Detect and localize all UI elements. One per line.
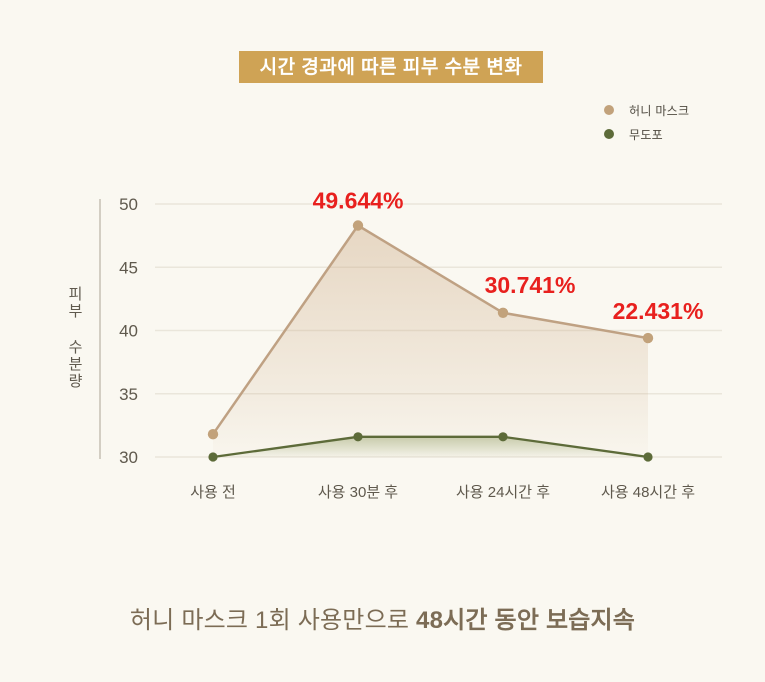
percent-label: 49.644% — [313, 188, 404, 214]
y-tick-label: 50 — [119, 195, 138, 214]
x-tick-label: 사용 48시간 후 — [601, 484, 695, 501]
plain-point — [498, 432, 508, 442]
percent-label: 22.431% — [613, 298, 704, 324]
chart-legend: 허니 마스크 무도포 — [604, 98, 689, 146]
y-axis-title: 피부 수분량 — [66, 286, 83, 390]
y-tick-label: 30 — [119, 448, 138, 467]
x-tick-label: 사용 30분 후 — [318, 484, 398, 501]
y-tick-label: 45 — [119, 258, 138, 277]
plain-area — [213, 436, 648, 457]
legend-label: 허니 마스크 — [629, 103, 690, 118]
legend-label: 무도포 — [629, 127, 664, 142]
honey-line — [211, 224, 649, 435]
percent-label: 30.741% — [485, 272, 576, 298]
honey-point — [207, 429, 219, 440]
plain-point — [208, 452, 218, 462]
honey-point — [352, 220, 364, 231]
plain-point — [643, 452, 653, 462]
legend-item-no-application: 무도포 — [604, 122, 689, 146]
y-tick-label: 35 — [119, 385, 138, 404]
y-tick-label: 40 — [119, 322, 138, 341]
legend-item-honey-mask: 허니 마스크 — [604, 98, 689, 122]
honey-area — [213, 225, 648, 457]
bottom-caption: 허니 마스크 1회 사용만으로 48시간 동안 보습지속 — [0, 600, 765, 635]
plain-point — [353, 432, 363, 442]
caption-text: 허니 마스크 1회 사용만으로 — [129, 607, 417, 634]
x-tick-label: 사용 24시간 후 — [456, 484, 550, 501]
caption-text-bold: 48시간 동안 보습지속 — [416, 607, 636, 634]
x-tick-label: 사용 전 — [190, 484, 236, 501]
plain-line — [212, 435, 649, 459]
honey-point — [642, 332, 654, 344]
chart-title-banner: 시간 경과에 따른 피부 수분 변화 — [239, 51, 543, 83]
no-application-dot-icon — [604, 129, 614, 139]
honey-point — [497, 307, 509, 318]
honey-mask-dot-icon — [604, 105, 614, 115]
